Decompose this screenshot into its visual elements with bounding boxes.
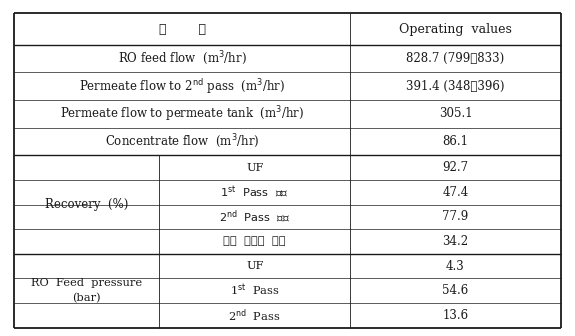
Text: RO feed flow  (m$^{\mathrm{3}}$/hr): RO feed flow (m$^{\mathrm{3}}$/hr) <box>118 50 247 68</box>
Text: 86.1: 86.1 <box>443 135 469 148</box>
Text: 305.1: 305.1 <box>439 108 472 120</box>
Text: 77.9: 77.9 <box>442 210 469 223</box>
Text: 828.7 (799～833): 828.7 (799～833) <box>407 52 505 65</box>
Text: RO  Feed  pressure
(bar): RO Feed pressure (bar) <box>31 279 143 303</box>
Text: 최종  생산수  기준: 최종 생산수 기준 <box>224 237 286 247</box>
Text: Recovery  (%): Recovery (%) <box>45 198 128 211</box>
Text: UF: UF <box>246 261 263 271</box>
Text: 13.6: 13.6 <box>442 309 469 322</box>
Text: 4.3: 4.3 <box>446 260 465 272</box>
Text: 2$^{\mathrm{nd}}$  Pass  기준: 2$^{\mathrm{nd}}$ Pass 기준 <box>219 209 290 225</box>
Text: 1$^{\mathrm{st}}$  Pass  기준: 1$^{\mathrm{st}}$ Pass 기준 <box>220 184 289 200</box>
Text: 2$^{\mathrm{nd}}$  Pass: 2$^{\mathrm{nd}}$ Pass <box>228 307 281 324</box>
Text: 47.4: 47.4 <box>442 186 469 199</box>
Text: Operating  values: Operating values <box>399 23 512 36</box>
Text: 54.6: 54.6 <box>442 284 469 297</box>
Text: Permeate flow to 2$^{\mathrm{nd}}$ pass  (m$^{\mathrm{3}}$/hr): Permeate flow to 2$^{\mathrm{nd}}$ pass … <box>79 77 285 96</box>
Text: 항        목: 항 목 <box>159 23 206 36</box>
Text: 92.7: 92.7 <box>442 161 469 174</box>
Text: 1$^{\mathrm{st}}$  Pass: 1$^{\mathrm{st}}$ Pass <box>230 283 279 298</box>
Text: Concentrate flow  (m$^{\mathrm{3}}$/hr): Concentrate flow (m$^{\mathrm{3}}$/hr) <box>105 133 259 151</box>
Text: Permeate flow to permeate tank  (m$^{\mathrm{3}}$/hr): Permeate flow to permeate tank (m$^{\mat… <box>60 104 305 124</box>
Text: 391.4 (348～396): 391.4 (348～396) <box>406 80 505 93</box>
Text: UF: UF <box>246 163 263 173</box>
Text: 34.2: 34.2 <box>442 235 469 248</box>
